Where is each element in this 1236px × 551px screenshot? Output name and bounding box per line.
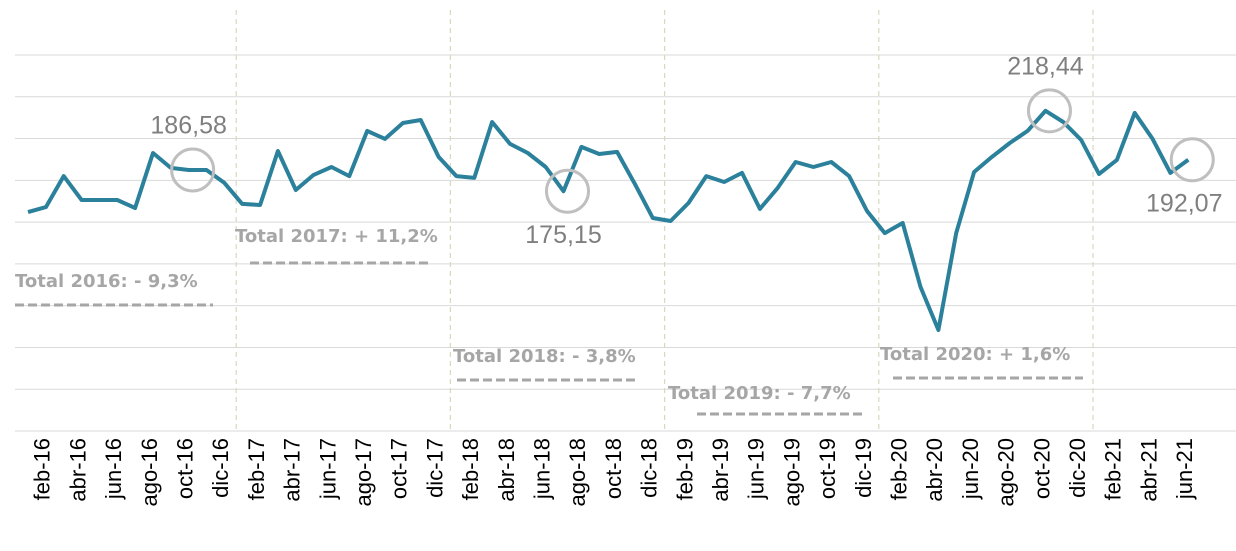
highlight-circle <box>1169 137 1215 183</box>
x-tick-label: abr-19 <box>708 438 733 502</box>
highlight-circle <box>545 168 590 214</box>
x-tick-label: feb-18 <box>458 438 483 500</box>
x-tick-label: feb-21 <box>1101 438 1126 500</box>
series-line <box>27 108 1190 332</box>
x-tick-label: abr-20 <box>922 438 947 502</box>
x-tick-label: jun-19 <box>744 438 769 500</box>
annotation: Total 2017: + 11,2% <box>235 226 438 247</box>
x-tick-label: jun-17 <box>315 438 340 500</box>
x-tick-label: abr-16 <box>65 438 90 502</box>
x-tick-label: oct-17 <box>387 438 412 499</box>
x-tick-label: ago-16 <box>137 438 162 507</box>
x-tick-label: feb-16 <box>30 438 55 500</box>
value-label: 186,58 <box>150 112 226 140</box>
x-tick-label: jun-20 <box>958 438 983 500</box>
x-tick-label: abr-17 <box>280 438 305 502</box>
x-tick-label: jun-18 <box>529 438 554 500</box>
value-label: 192,07 <box>1146 189 1222 217</box>
highlight-circle <box>1026 88 1072 134</box>
highlight-circle <box>170 147 216 193</box>
x-tick-label: oct-19 <box>815 438 840 499</box>
x-tick-label: ago-19 <box>779 438 804 507</box>
x-tick-label: feb-20 <box>886 438 911 500</box>
annotation: Total 2016: - 9,3% <box>15 271 198 292</box>
x-tick-label: oct-16 <box>172 438 197 499</box>
x-tick-label: ago-17 <box>351 438 376 507</box>
annotation: Total 2020: + 1,6% <box>880 344 1070 365</box>
value-label: 175,15 <box>525 221 601 249</box>
value-label: 218,44 <box>1007 52 1084 80</box>
x-tick-label: oct-20 <box>1029 438 1054 499</box>
x-tick-label: feb-17 <box>244 438 269 500</box>
x-tick-label: feb-19 <box>672 438 697 500</box>
x-tick-label: jun-16 <box>101 438 126 500</box>
x-tick-label: dic-16 <box>208 438 233 498</box>
x-tick-label: dic-17 <box>422 438 447 498</box>
x-tick-label: abr-21 <box>1136 438 1161 502</box>
annotation: Total 2018: - 3,8% <box>453 346 636 367</box>
x-tick-label: ago-18 <box>565 438 590 507</box>
x-tick-label: abr-18 <box>494 438 519 502</box>
x-tick-label: dic-19 <box>851 438 876 498</box>
x-tick-label: ago-20 <box>994 438 1019 507</box>
x-tick-label: dic-20 <box>1065 438 1090 498</box>
x-tick-label: dic-18 <box>637 438 662 498</box>
annotation: Total 2019: - 7,7% <box>668 383 851 404</box>
x-tick-label: oct-18 <box>601 438 626 499</box>
x-tick-label: jun-21 <box>1172 438 1197 500</box>
